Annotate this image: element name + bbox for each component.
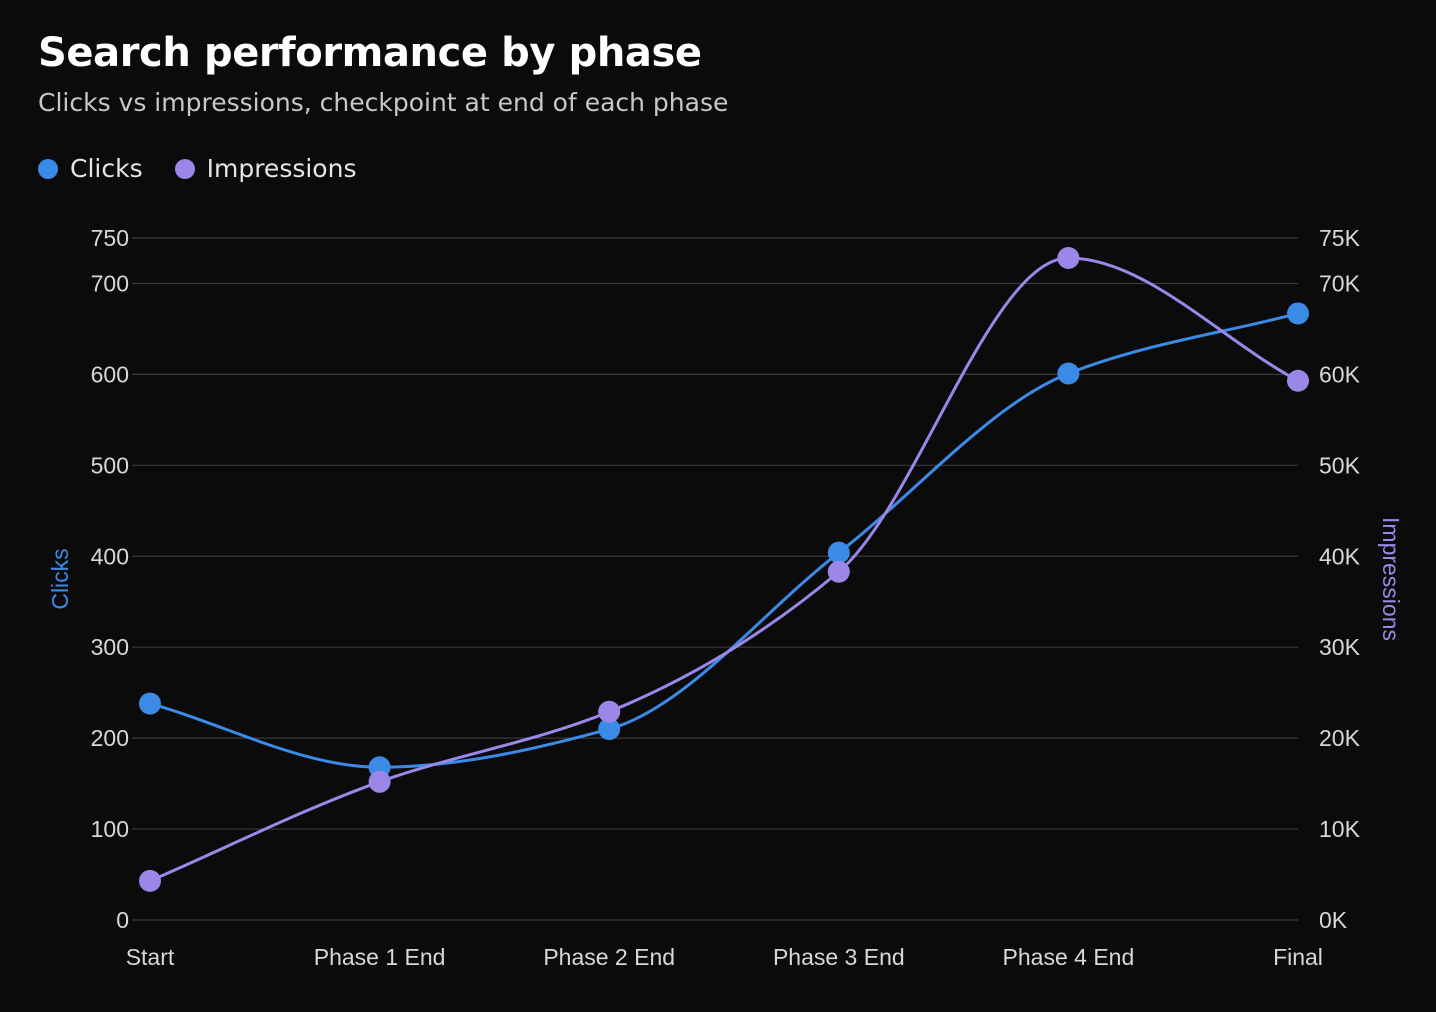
right-tick-label: 20K — [1319, 725, 1361, 751]
right-tick-label: 30K — [1319, 634, 1361, 660]
left-tick-label: 700 — [91, 270, 129, 296]
right-tick-label: 10K — [1319, 816, 1361, 842]
left-tick-label: 300 — [91, 634, 129, 660]
series-lines — [148, 256, 1300, 883]
right-axis-ticks: 0K 10K 20K 30K 40K 50K 60K 70K 75K — [1319, 225, 1361, 933]
x-tick-label: Phase 3 End — [773, 944, 905, 970]
right-tick-label: 0K — [1319, 907, 1348, 933]
left-axis-ticks: 0 100 200 300 400 500 600 700 750 — [91, 225, 129, 933]
legend-swatch-clicks — [38, 158, 58, 179]
right-tick-label: 60K — [1319, 361, 1361, 387]
left-tick-label: 400 — [91, 543, 129, 569]
right-tick-label: 75K — [1319, 225, 1361, 251]
impressions-point[interactable] — [827, 560, 850, 583]
left-tick-label: 750 — [91, 225, 129, 251]
left-axis-title: Clicks — [47, 548, 73, 609]
right-axis-title: Impressions — [1378, 517, 1404, 641]
impressions-point[interactable] — [1057, 247, 1080, 270]
left-tick-label: 0 — [116, 907, 129, 933]
series-points — [139, 247, 1309, 892]
legend-label-impressions: Impressions — [206, 154, 357, 183]
impressions-point[interactable] — [1287, 369, 1309, 392]
left-tick-label: 200 — [91, 725, 129, 751]
grid-lines — [132, 237, 1298, 921]
clicks-point[interactable] — [1057, 362, 1080, 385]
x-tick-label: Phase 1 End — [314, 944, 446, 970]
legend-item-clicks[interactable]: Clicks — [38, 154, 143, 183]
impressions-line — [148, 256, 1300, 883]
impressions-point[interactable] — [368, 770, 391, 793]
chart-subtitle: Clicks vs impressions, checkpoint at end… — [38, 88, 729, 117]
impressions-point[interactable] — [598, 700, 621, 723]
legend-swatch-impressions — [174, 158, 195, 179]
clicks-point[interactable] — [1287, 302, 1309, 325]
clicks-point[interactable] — [139, 692, 161, 715]
left-tick-label: 600 — [91, 361, 129, 387]
clicks-point[interactable] — [598, 718, 621, 741]
impressions-point[interactable] — [139, 869, 161, 892]
x-tick-label: Final — [1273, 944, 1323, 970]
left-tick-label: 500 — [91, 452, 129, 478]
clicks-line — [148, 311, 1300, 769]
clicks-point[interactable] — [827, 541, 850, 564]
right-tick-label: 70K — [1319, 270, 1361, 296]
x-axis-ticks: Start Phase 1 End Phase 2 End Phase 3 End Ph… — [126, 944, 1323, 970]
chart-title: Search performance by phase — [38, 30, 702, 76]
legend-label-clicks: Clicks — [70, 154, 143, 183]
right-tick-label: 40K — [1319, 543, 1361, 569]
left-tick-label: 100 — [91, 816, 129, 842]
right-tick-label: 50K — [1319, 452, 1361, 478]
x-tick-label: Start — [126, 944, 175, 970]
x-tick-label: Phase 2 End — [543, 944, 675, 970]
legend: Clicks Impressions — [38, 154, 388, 183]
legend-item-impressions[interactable]: Impressions — [174, 154, 357, 183]
x-tick-label: Phase 4 End — [1003, 944, 1135, 970]
